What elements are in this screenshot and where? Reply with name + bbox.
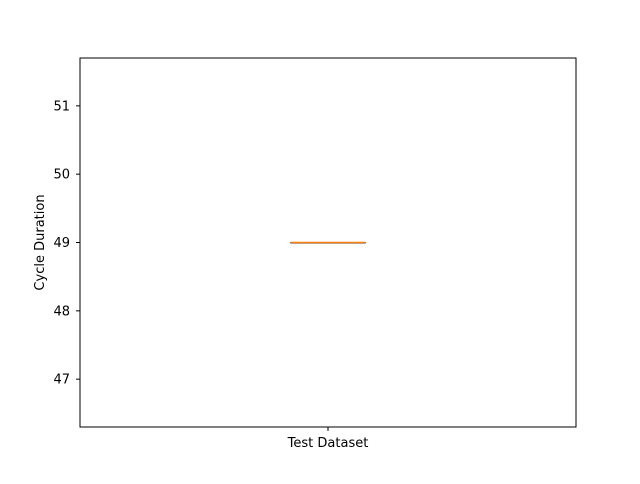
y-tick-label: 51: [53, 99, 70, 114]
x-tick-label: Test Dataset: [287, 436, 369, 451]
y-axis-label: Cycle Duration: [33, 194, 48, 290]
y-tick-label: 49: [53, 236, 70, 251]
plot-layer: [290, 241, 366, 244]
y-axis-ticks: 47 48 49 50 51: [53, 99, 80, 388]
y-tick-label: 48: [53, 304, 70, 319]
y-tick-label: 50: [53, 168, 70, 183]
x-axis-ticks: Test Dataset: [287, 427, 369, 451]
y-tick-label: 47: [53, 373, 70, 388]
